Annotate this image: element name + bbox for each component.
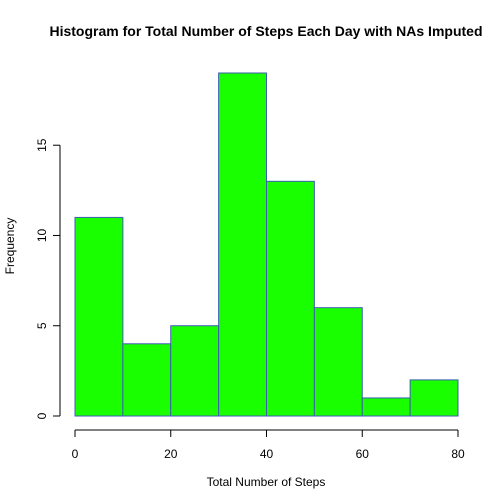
y-axis: 0 5 10 15 <box>35 138 61 419</box>
x-tick-label: 40 <box>260 447 274 461</box>
histogram-bar-40-50 <box>266 180 315 417</box>
x-axis-label: Total Number of Steps <box>207 475 326 489</box>
histogram-bar-0-10 <box>74 216 124 417</box>
y-tick-label: 0 <box>35 412 49 419</box>
x-tick-label: 0 <box>72 447 79 461</box>
histogram-bar-20-30 <box>170 325 220 417</box>
chart-title: Histogram for Total Number of Steps Each… <box>49 23 482 39</box>
x-axis: 0 20 40 60 80 <box>72 429 465 461</box>
y-tick-label: 15 <box>35 138 49 152</box>
histogram-bar-30-40 <box>218 72 267 417</box>
x-tick-label: 60 <box>356 447 370 461</box>
x-tick-label: 80 <box>451 447 465 461</box>
histogram-bar-70-80 <box>409 379 459 417</box>
y-tick-label: 5 <box>35 322 49 329</box>
y-tick-label: 10 <box>35 228 49 242</box>
y-axis-label: Frequency <box>3 218 17 275</box>
histogram-bars <box>74 72 459 417</box>
histogram-bar-60-70 <box>361 397 411 417</box>
x-tick-label: 20 <box>164 447 178 461</box>
histogram-bar-50-60 <box>313 307 363 417</box>
histogram-bar-10-20 <box>122 343 172 417</box>
